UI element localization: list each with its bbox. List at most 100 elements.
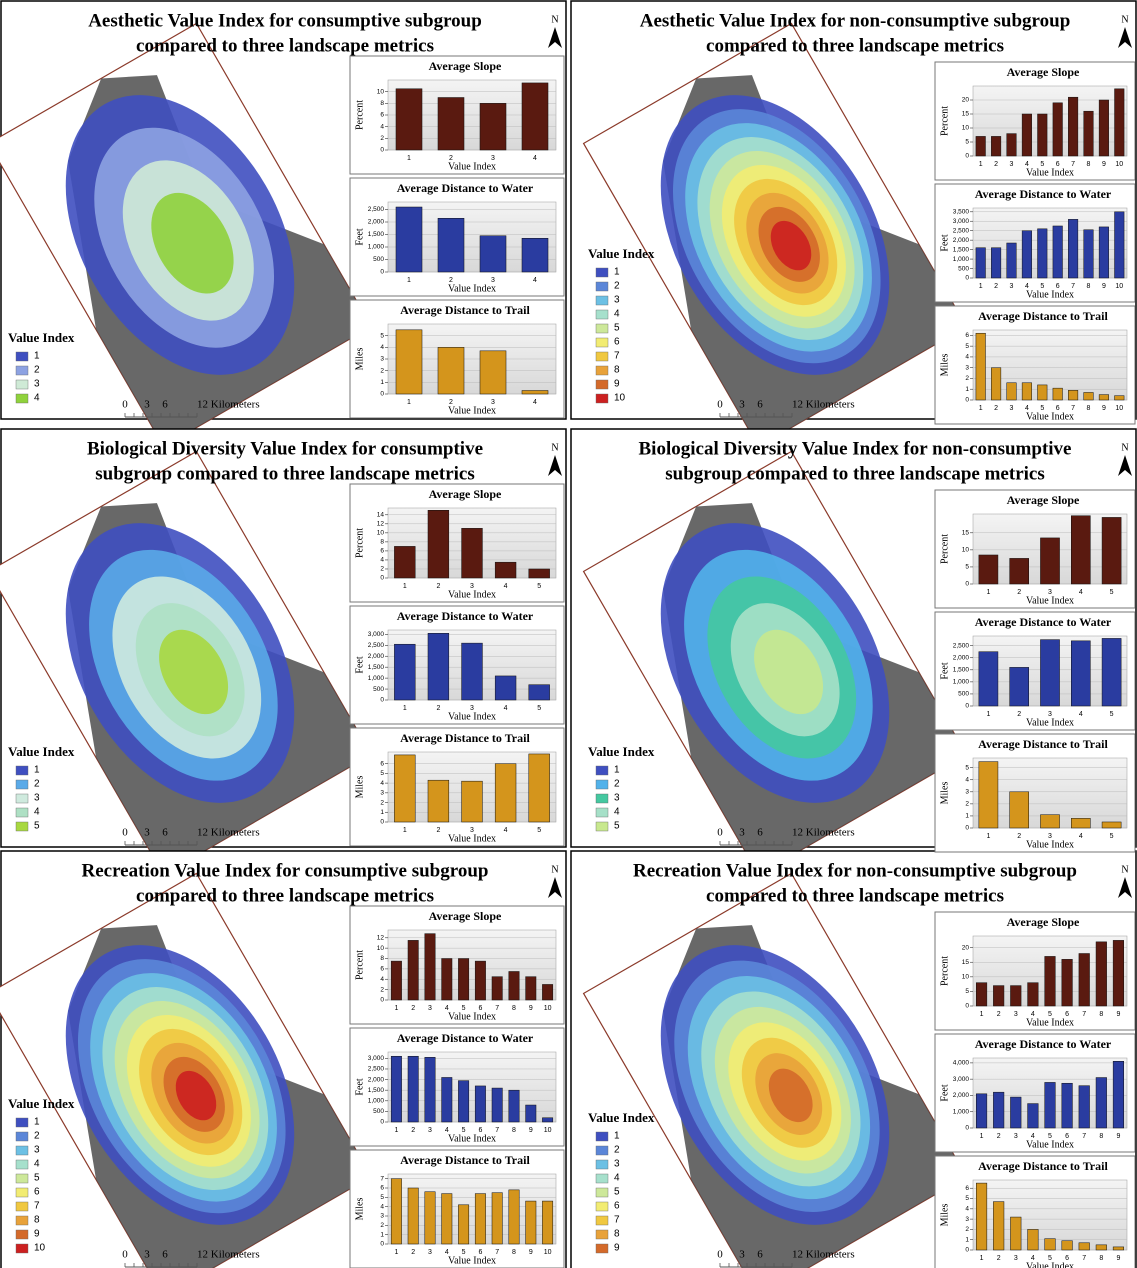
y-tick-label: 0 [380,997,384,1004]
y-tick-label: 0 [965,397,969,404]
x-tick-label: 4 [1031,1255,1035,1262]
x-tick-label: 2 [997,1133,1001,1140]
bar [1098,99,1109,157]
y-tick-label: 15 [962,111,970,118]
x-tick-label: 1 [979,161,983,168]
x-tick-label: 4 [445,1249,449,1256]
x-tick-label: 1 [403,827,407,834]
bar [1083,229,1094,279]
y-tick-label: 3 [380,790,384,797]
x-tick-label: 2 [411,1127,415,1134]
x-tick-label: 5 [1048,1011,1052,1018]
y-tick-label: 0 [380,1119,384,1126]
bar [1083,110,1094,157]
bar [1098,226,1109,279]
panel-title: subgroup compared to three landscape met… [95,463,474,484]
y-axis-label: Miles [939,1204,950,1227]
y-tick-label: 6 [380,112,384,119]
x-tick-label: 8 [1099,1255,1103,1262]
bar [1040,537,1060,585]
bar [394,643,416,701]
x-tick-label: 9 [1116,1255,1120,1262]
x-tick-label: 4 [1025,405,1029,412]
x-tick-label: 8 [1087,161,1091,168]
bar [993,985,1005,1007]
x-tick-label: 2 [436,705,440,712]
bar [1095,941,1107,1007]
legend-swatch [595,1159,609,1170]
bar [458,958,470,1001]
bar [525,1200,537,1245]
x-tick-label: 5 [537,827,541,834]
legend-label: 5 [34,1173,40,1184]
x-tick-label: 5 [1048,1133,1052,1140]
y-tick-label: 3,000 [953,218,970,225]
y-tick-label: 6 [380,966,384,973]
legend-label: 3 [614,295,620,306]
chart-title: Average Distance to Trail [400,303,530,317]
y-tick-label: 1 [380,379,384,386]
x-tick-label: 1 [980,1011,984,1018]
bar [1037,113,1048,157]
bar [521,390,549,395]
legend-label: 4 [34,1159,40,1170]
scale-label: 3 [739,399,745,411]
x-tick-label: 5 [1048,1255,1052,1262]
y-tick-label: 0 [965,703,969,710]
y-tick-label: 4 [965,776,969,783]
legend-label: 7 [614,1215,620,1226]
bar [975,136,986,157]
y-tick-label: 20 [962,97,970,104]
bar [508,1089,520,1123]
legend-swatch [15,379,29,390]
y-tick-label: 4 [965,1206,969,1213]
bar [1021,382,1032,401]
bar [461,780,483,823]
x-tick-label: 1 [403,583,407,590]
x-tick-label: 2 [411,1249,415,1256]
y-tick-label: 0 [965,825,969,832]
x-axis-label: Value Index [1026,411,1074,422]
scale-label: 0 [122,827,128,839]
x-axis-label: Value Index [448,711,496,722]
x-axis-label: Value Index [1026,167,1074,178]
x-tick-label: 7 [1071,283,1075,290]
scale-label: 6 [162,399,168,411]
y-tick-label: 5 [965,988,969,995]
y-tick-label: 5 [965,1195,969,1202]
x-axis-label: Value Index [1026,1261,1074,1268]
y-tick-label: 10 [962,974,970,981]
bar [424,1057,436,1123]
x-tick-label: 8 [1099,1011,1103,1018]
x-tick-label: 5 [1040,161,1044,168]
scale-label: 6 [757,1249,763,1261]
legend-swatch [595,807,609,818]
chart-title: Average Slope [429,59,502,73]
legend-swatch [595,365,609,376]
legend-title: Value Index [8,330,75,345]
bar [1112,1246,1124,1251]
legend-swatch [15,1229,29,1240]
y-tick-label: 2,000 [953,1092,970,1099]
y-tick-label: 2,000 [368,653,385,660]
legend-swatch [595,337,609,348]
x-axis-label: Value Index [1026,289,1074,300]
x-tick-label: 4 [1025,283,1029,290]
legend-swatch [595,1201,609,1212]
bar [525,1104,537,1123]
legend-label: 8 [34,1215,40,1226]
panel-title: subgroup compared to three landscape met… [665,463,1044,484]
panel-title: Biological Diversity Value Index for non… [639,438,1072,459]
x-tick-label: 3 [1014,1133,1018,1140]
y-tick-label: 2 [380,1222,384,1229]
y-tick-label: 1,500 [368,664,385,671]
y-tick-label: 0 [965,1247,969,1254]
legend-label: 5 [614,323,620,334]
x-tick-label: 8 [512,1127,516,1134]
x-tick-label: 1 [403,705,407,712]
scale-label: 12 Kilometers [792,827,855,839]
y-tick-label: 500 [958,691,969,698]
x-tick-label: 3 [470,827,474,834]
bar [390,1178,402,1245]
x-axis-label: Value Index [448,589,496,600]
